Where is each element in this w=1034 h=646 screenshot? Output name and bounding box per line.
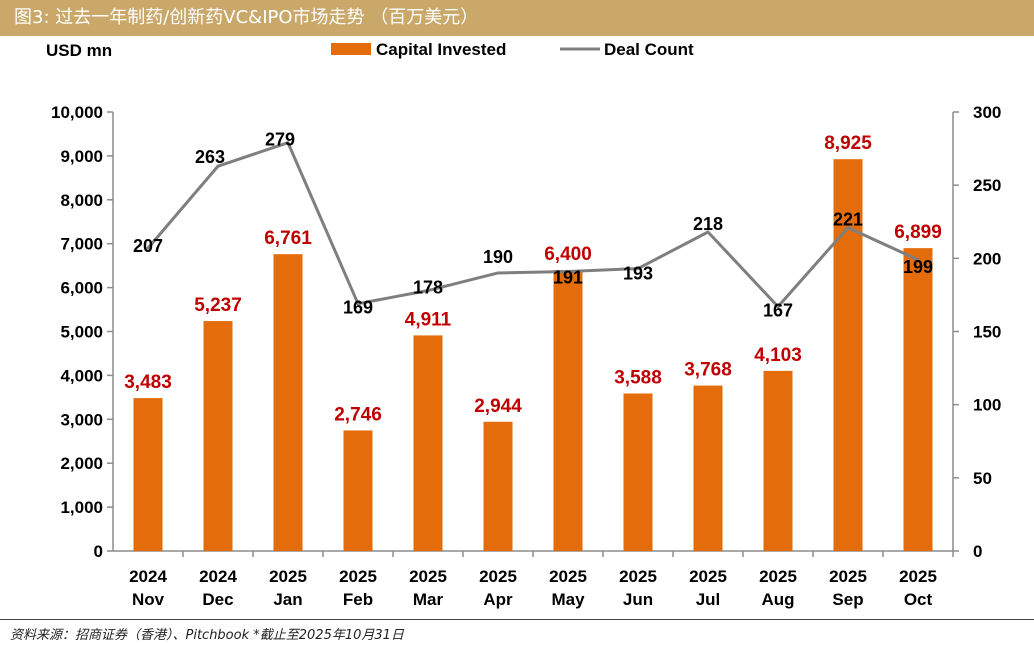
capital-invested-bar xyxy=(553,270,583,551)
capital-invested-data-label: 4,103 xyxy=(754,345,802,366)
x-tick-label-month: Dec xyxy=(202,590,233,609)
deal-count-data-label: 207 xyxy=(133,236,163,256)
footer-divider xyxy=(0,619,1034,620)
capital-invested-data-label: 4,911 xyxy=(405,309,452,330)
deal-count-point xyxy=(846,226,850,230)
capital-invested-data-label: 2,746 xyxy=(334,404,382,425)
capital-invested-data-label: 2,944 xyxy=(474,396,522,417)
deal-count-point xyxy=(216,164,220,168)
capital-invested-bar xyxy=(693,385,723,551)
deal-count-data-label: 167 xyxy=(763,301,793,321)
x-tick-label-month: Feb xyxy=(343,590,373,609)
deal-count-data-label: 193 xyxy=(623,264,653,284)
capital-invested-bar xyxy=(133,398,163,551)
deal-count-point xyxy=(286,141,290,145)
deal-count-point xyxy=(566,270,570,274)
y-right-tick-label: 50 xyxy=(973,469,992,488)
y-left-tick-label: 4,000 xyxy=(60,366,103,385)
capital-invested-data-label: 3,768 xyxy=(684,360,732,381)
y-right-tick-label: 200 xyxy=(973,249,1001,268)
y-left-tick-label: 2,000 xyxy=(60,454,103,473)
source-note: 资料来源：招商证券（香港）、Pitchbook *截止至2025年10月31日 xyxy=(10,628,404,643)
capital-invested-bar xyxy=(483,421,513,551)
x-tick-label-month: Apr xyxy=(483,590,513,609)
deal-count-data-label: 191 xyxy=(553,268,583,288)
capital-invested-data-label: 6,400 xyxy=(544,244,592,265)
y-left-tick-label: 6,000 xyxy=(60,279,103,298)
deal-count-point xyxy=(916,258,920,262)
legend-label-deal-count: Deal Count xyxy=(604,40,694,59)
figure-title: 图3: 过去一年制药/创新药VC&IPO市场走势 （百万美元） xyxy=(0,0,1034,36)
deal-count-point xyxy=(426,289,430,293)
deal-count-data-label: 199 xyxy=(903,257,933,277)
x-tick-label-month: Jun xyxy=(623,590,653,609)
y-right-tick-label: 150 xyxy=(973,323,1001,342)
deal-count-point xyxy=(496,271,500,275)
x-tick-label-year: 2025 xyxy=(619,567,657,586)
x-tick-label-year: 2025 xyxy=(409,567,447,586)
x-tick-label-month: Oct xyxy=(904,590,933,609)
deal-count-point xyxy=(706,230,710,234)
x-tick-label-month: Jan xyxy=(273,590,302,609)
y-left-tick-label: 0 xyxy=(94,542,103,561)
x-tick-label-year: 2025 xyxy=(899,567,937,586)
x-tick-label-month: Sep xyxy=(832,590,863,609)
x-tick-label-month: Nov xyxy=(132,590,165,609)
x-tick-label-year: 2025 xyxy=(479,567,517,586)
deal-count-point xyxy=(776,305,780,309)
y-left-tick-label: 3,000 xyxy=(60,410,103,429)
x-tick-label-month: May xyxy=(551,590,585,609)
x-tick-label-year: 2025 xyxy=(759,567,797,586)
deal-count-point xyxy=(356,302,360,306)
x-tick-label-year: 2024 xyxy=(129,567,167,586)
x-tick-label-year: 2025 xyxy=(829,567,867,586)
legend-label-capital-invested: Capital Invested xyxy=(376,40,506,59)
y-right-tick-label: 250 xyxy=(973,176,1001,195)
x-tick-label-year: 2024 xyxy=(199,567,237,586)
y-axis-unit-label: USD mn xyxy=(46,41,112,60)
deal-count-data-label: 279 xyxy=(265,130,295,150)
capital-invested-bar xyxy=(763,370,793,551)
y-left-tick-label: 1,000 xyxy=(60,498,103,517)
y-left-tick-label: 8,000 xyxy=(60,191,103,210)
y-right-tick-label: 0 xyxy=(973,542,982,561)
capital-invested-data-label: 5,237 xyxy=(194,295,242,316)
x-tick-label-month: Mar xyxy=(413,590,444,609)
capital-deal-chart: USD mn Capital Invested Deal Count 0 1,00… xyxy=(46,40,1001,609)
y-left-tick-label: 9,000 xyxy=(60,147,103,166)
x-tick-label-year: 2025 xyxy=(549,567,587,586)
capital-invested-data-label: 8,925 xyxy=(824,133,872,154)
x-tick-label-year: 2025 xyxy=(269,567,307,586)
capital-invested-data-label: 3,588 xyxy=(614,367,662,388)
capital-invested-bar xyxy=(623,393,653,551)
deal-count-point xyxy=(146,246,150,250)
y-left-tick-label: 10,000 xyxy=(51,103,103,122)
capital-invested-bar xyxy=(413,335,443,551)
legend-swatch-capital-invested xyxy=(331,43,371,55)
y-left-tick-label: 5,000 xyxy=(60,323,103,342)
deal-count-data-label: 263 xyxy=(195,147,225,167)
capital-invested-bar xyxy=(833,159,863,551)
deal-count-data-label: 218 xyxy=(693,214,723,234)
x-tick-label-year: 2025 xyxy=(339,567,377,586)
capital-invested-data-label: 6,761 xyxy=(264,228,312,249)
capital-invested-bar xyxy=(343,430,373,551)
capital-invested-bar xyxy=(203,321,233,551)
capital-invested-bar xyxy=(903,248,933,551)
y-left-tick-label: 7,000 xyxy=(60,235,103,254)
capital-invested-data-label: 6,899 xyxy=(894,222,942,243)
deal-count-line xyxy=(146,141,919,309)
y-right-tick-label: 300 xyxy=(973,103,1001,122)
deal-count-point xyxy=(636,267,640,271)
capital-invested-bar xyxy=(273,254,303,552)
capital-invested-data-label: 3,483 xyxy=(124,372,172,393)
x-tick-label-month: Jul xyxy=(696,590,721,609)
deal-count-data-label: 178 xyxy=(413,278,443,298)
deal-count-data-label: 190 xyxy=(483,247,513,267)
deal-count-data-label: 169 xyxy=(343,298,373,318)
y-right-tick-label: 100 xyxy=(973,396,1001,415)
deal-count-data-label: 221 xyxy=(833,210,863,230)
x-tick-label-year: 2025 xyxy=(689,567,727,586)
x-tick-label-month: Aug xyxy=(761,590,794,609)
